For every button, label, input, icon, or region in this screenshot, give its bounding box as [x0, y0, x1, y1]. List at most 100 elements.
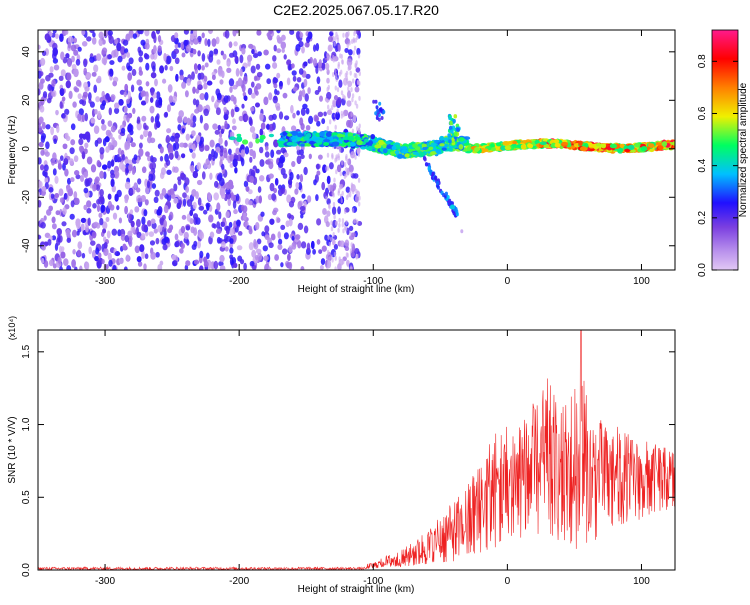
spectrogram-cell — [212, 223, 217, 229]
spectrogram-cell — [94, 176, 100, 183]
spectrogram-cell — [158, 97, 163, 106]
spectrogram-cell — [116, 205, 120, 211]
spectrogram-cell — [228, 221, 233, 228]
spectrogram-cell — [226, 67, 232, 74]
spectrogram-cell — [98, 212, 103, 218]
spectrogram-cell — [73, 49, 79, 56]
spectrogram-cell — [127, 65, 133, 72]
spectrogram-cell — [85, 262, 90, 270]
spectrogram-cell — [305, 73, 311, 79]
spectrogram-cell — [255, 63, 261, 70]
spectrogram-cell — [197, 229, 203, 238]
spectrogram-cell — [211, 74, 216, 81]
spectrogram-cell — [300, 123, 305, 131]
spectrogram-cell — [72, 249, 76, 255]
spectrogram-cell — [43, 260, 49, 268]
spectrogram-cell — [579, 146, 588, 152]
spectrogram-cell — [71, 55, 75, 63]
spectrogram-cell — [192, 86, 196, 94]
spectrogram-cell — [466, 146, 472, 151]
spectrogram-cell — [291, 63, 295, 69]
spectrogram-cell — [554, 142, 561, 148]
spectrogram-cell — [168, 95, 174, 103]
spectrogram-cell — [204, 38, 208, 47]
spectrogram-cell — [326, 264, 329, 270]
spectrogram-cell — [292, 75, 297, 82]
spectrogram-cell — [352, 218, 356, 224]
spectrogram-cell — [317, 154, 323, 160]
spectrogram-cell — [301, 193, 306, 199]
spectrogram-cell — [104, 136, 110, 143]
spectrogram-cell — [204, 144, 210, 152]
spectrogram-cell — [223, 113, 229, 121]
spectrogram-cell — [191, 152, 196, 159]
spectrogram-cell — [154, 189, 160, 197]
spectrogram-cell — [128, 235, 133, 242]
spectrogram-cell — [342, 112, 345, 118]
spectrogram-cell — [216, 228, 222, 234]
spectrogram-cell — [137, 261, 143, 267]
spectrogram-cell — [280, 187, 285, 194]
spectrogram-cell — [422, 146, 428, 151]
spectrogram-cell — [174, 43, 179, 49]
spectrogram-cell — [232, 158, 238, 168]
spectrogram-cell — [238, 115, 244, 122]
spectrogram-cell — [192, 201, 197, 210]
spectrogram-cell — [163, 111, 168, 118]
spectrogram-cell — [86, 156, 93, 165]
spectrogram-cell — [84, 178, 90, 187]
spectrogram-cell — [251, 132, 257, 140]
spectrogram-cell — [288, 261, 293, 270]
spectrogram-cell — [114, 154, 118, 163]
spectrogram-cell — [94, 108, 98, 115]
spectrogram-cell — [140, 100, 147, 106]
spectrogram-cell — [213, 260, 219, 270]
spectrogram-cell — [90, 118, 96, 124]
spectrogram-cell — [267, 31, 271, 40]
spectrogram-cell — [248, 116, 253, 125]
spectrogram-cell — [316, 76, 321, 85]
spectrogram-cell — [295, 44, 301, 52]
spectrogram-cell — [345, 195, 349, 200]
spectrogram-cell — [71, 229, 78, 238]
spectrogram-cell — [108, 107, 112, 116]
spectrogram-cell — [60, 51, 65, 61]
spectrogram-cell — [64, 132, 69, 140]
spectrogram-cell — [364, 138, 369, 143]
spectrogram-cell — [45, 124, 51, 130]
spectrogram-cell — [56, 228, 62, 236]
spectrogram-cell — [126, 98, 130, 104]
spectrogram-cell — [336, 87, 340, 93]
spectrogram-cell — [401, 146, 408, 150]
spectrogram-cell — [112, 80, 118, 87]
spectrogram-cell — [276, 149, 282, 155]
spectrogram-cell — [138, 142, 143, 149]
spectrogram-cell — [124, 83, 129, 92]
spectrogram-x-axis-label: Height of straight line (km) — [298, 284, 415, 295]
spectrogram-cell — [171, 95, 177, 103]
spectrogram-cell — [185, 133, 190, 141]
spectrogram-cell — [350, 242, 353, 248]
spectrogram-cell — [134, 245, 140, 254]
spectrogram-cell — [375, 105, 379, 110]
spectrogram-cell — [219, 187, 225, 197]
spectrogram-cell — [98, 31, 104, 39]
spectrogram-cell — [458, 144, 464, 150]
snr-y-tick-label: 0.5 — [21, 490, 32, 504]
spectrogram-cell — [339, 193, 343, 199]
spectrogram-cell — [319, 131, 325, 137]
spectrogram-cell — [268, 133, 275, 138]
spectrogram-cell — [243, 262, 247, 270]
spectrogram-cell — [108, 259, 113, 267]
spectrogram-cell — [143, 52, 148, 59]
spectrogram-cell — [333, 95, 339, 101]
spectrogram-cell — [243, 180, 249, 188]
spectrogram-cell — [192, 170, 198, 179]
spectrogram-cell — [41, 257, 45, 264]
spectrogram-cell — [448, 139, 452, 144]
spectrogram-cell — [153, 196, 159, 204]
spectrogram-cell — [358, 71, 361, 77]
spectrogram-cell — [182, 192, 187, 199]
spectrogram-cell — [355, 30, 361, 35]
spectrogram-cell — [139, 244, 145, 253]
